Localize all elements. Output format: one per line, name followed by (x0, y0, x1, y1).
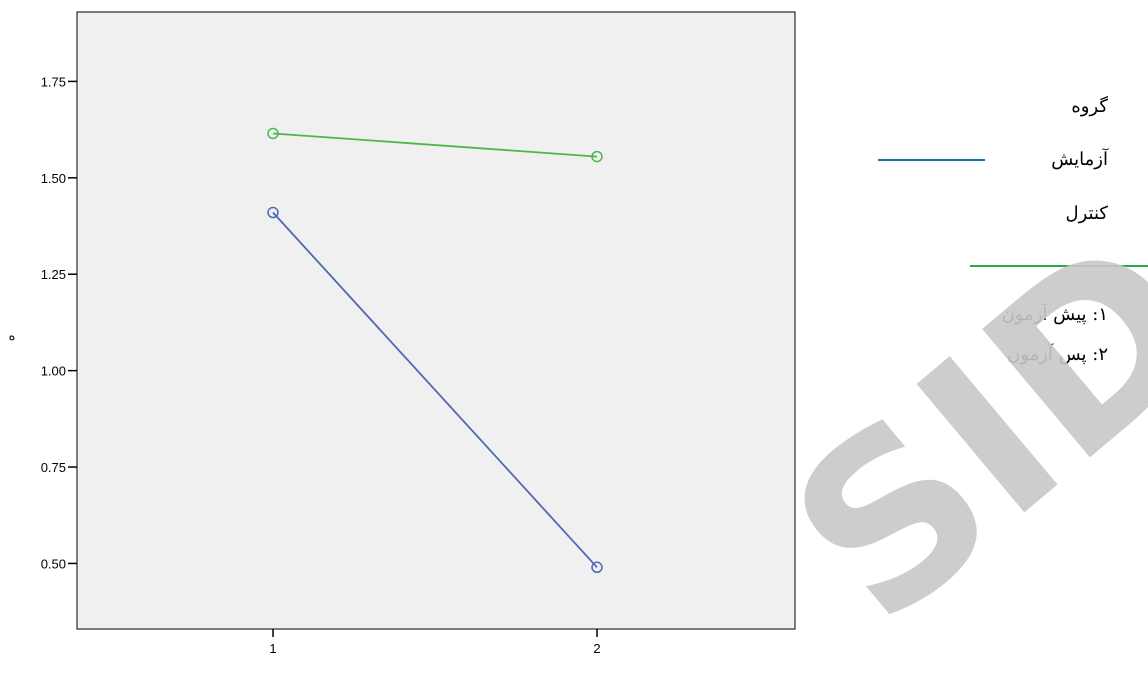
y-tick-label: 1.25 (41, 267, 66, 282)
legend-note-1: ۱: پیش آزمون (1001, 304, 1108, 325)
legend-item-line-2 (970, 265, 1148, 267)
x-tick-label: 1 (269, 641, 276, 656)
series-line-2 (272, 132, 598, 158)
legend-note-2: ۲: پس آزمون (1007, 344, 1108, 365)
data-point-marker (591, 561, 603, 574)
y-axis: 1.75 1.50 1.25 1.00 0.75 0.50 (41, 74, 77, 571)
data-point-marker (267, 127, 279, 140)
x-tick-label: 2 (593, 641, 600, 656)
y-tick-label: 0.75 (41, 460, 66, 475)
series-layer (267, 127, 603, 574)
y-axis-label: ﻩ (9, 328, 16, 343)
y-tick-label: 1.00 (41, 364, 66, 379)
data-point-marker (591, 150, 603, 163)
series-line-1 (272, 211, 598, 568)
legend-item-label-1: آزمایش (1051, 149, 1108, 170)
legend-title: گروه (1071, 96, 1108, 117)
y-tick-label: 0.50 (41, 556, 66, 571)
data-point-marker (267, 206, 279, 219)
legend-item-line-1 (878, 159, 985, 161)
legend-item-label-2: کنترل (1065, 203, 1108, 224)
plot-area (76, 11, 796, 630)
y-tick-label: 1.50 (41, 171, 66, 186)
y-tick-label: 1.75 (41, 74, 66, 89)
